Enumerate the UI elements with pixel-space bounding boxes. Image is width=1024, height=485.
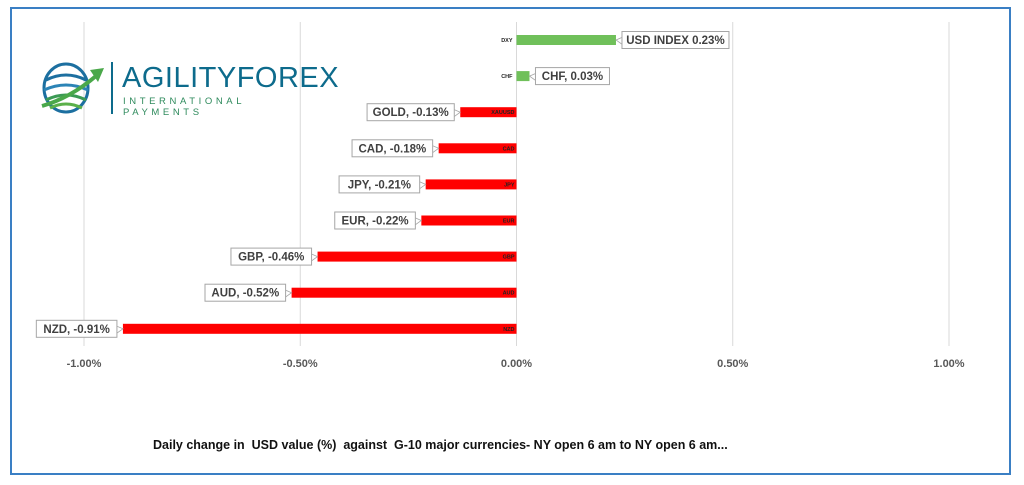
globe-arrow-icon: [41, 62, 104, 114]
data-label-box: [534, 67, 610, 86]
bar: [317, 251, 517, 262]
data-label: EUR, -0.22%: [341, 216, 408, 228]
data-label: CHF, 0.03%: [542, 71, 603, 83]
data-label-box: [204, 283, 287, 302]
agility-forex-logo: AGILITYFOREX INTERNATIONAL PAYMENTS: [40, 58, 339, 122]
category-label: XAUUSD: [491, 110, 514, 116]
data-label-box: [334, 211, 416, 230]
data-label-box: [338, 175, 421, 194]
x-tick-label: -1.00%: [67, 358, 102, 370]
data-label: NZD, -0.91%: [43, 324, 109, 336]
data-label: AUD, -0.52%: [211, 288, 279, 300]
data-label-box: [351, 139, 434, 158]
data-label: GBP, -0.46%: [238, 252, 304, 264]
data-label: CAD, -0.18%: [358, 143, 426, 155]
logo-divider: [111, 62, 113, 114]
logo-brand-text: AGILITYFOREX: [122, 62, 340, 94]
data-label-box: [35, 319, 118, 338]
category-label: CAD: [503, 146, 515, 152]
logo-tagline: INTERNATIONAL PAYMENTS: [123, 96, 245, 118]
chart-caption: Daily change in USD value (%) against G-…: [153, 438, 728, 452]
data-label-box: [230, 247, 313, 266]
chart-frame: [10, 7, 1011, 475]
data-label-box: [621, 31, 730, 49]
bar: [425, 179, 517, 190]
bar: [438, 143, 517, 154]
x-tick-label: 1.00%: [933, 358, 964, 370]
data-label: GOLD, -0.13%: [373, 107, 449, 119]
bar: [516, 35, 616, 45]
category-label: CHF: [501, 74, 513, 80]
bar: [421, 215, 517, 226]
x-tick-label: 0.50%: [717, 358, 748, 370]
category-label: GBP: [503, 255, 515, 261]
x-tick-label: 0.00%: [501, 358, 532, 370]
bar: [516, 71, 530, 82]
category-label: EUR: [503, 219, 515, 225]
data-label: USD INDEX 0.23%: [626, 35, 724, 47]
bar: [291, 287, 517, 298]
bar: [460, 107, 517, 118]
data-label: JPY, -0.21%: [348, 179, 411, 191]
data-label-box: [366, 103, 455, 122]
bar: [122, 323, 517, 334]
category-label: JPY: [504, 182, 515, 188]
category-label: NZD: [503, 327, 514, 333]
category-label: AUD: [503, 291, 515, 297]
x-tick-label: -0.50%: [283, 358, 318, 370]
category-label: DXY: [501, 38, 513, 44]
